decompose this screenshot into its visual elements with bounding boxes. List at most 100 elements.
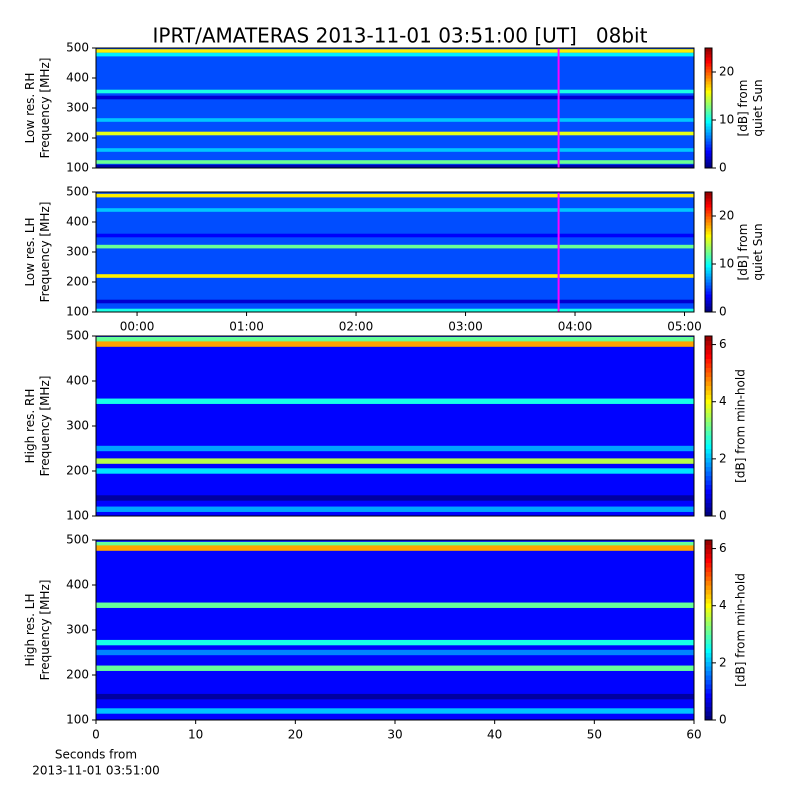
y-tick-label: 500 xyxy=(66,329,89,343)
x-tick-label: 20 xyxy=(288,728,303,742)
heatmap-band xyxy=(96,336,694,343)
colorbar-segment xyxy=(705,54,712,58)
colorbar-segment xyxy=(705,603,712,608)
heatmap-band xyxy=(96,341,694,347)
colorbar-segment xyxy=(705,498,712,503)
colorbar-segment xyxy=(705,706,712,712)
colorbar-segment xyxy=(705,102,712,106)
colorbar-segment xyxy=(705,291,712,295)
colorbar-segment xyxy=(705,417,712,422)
colorbar-segment xyxy=(705,394,712,400)
colorbar-segment xyxy=(705,648,712,653)
heatmap-band xyxy=(96,89,694,94)
colorbar-segment xyxy=(705,204,712,208)
x-axis-label: 2013-11-01 03:51:00 xyxy=(32,764,159,778)
colorbar-segment xyxy=(705,111,712,115)
colorbar-segment xyxy=(705,255,712,259)
colorbar-segment xyxy=(705,666,712,671)
colorbar-segment xyxy=(705,607,712,613)
colorbar-segment xyxy=(705,195,712,199)
colorbar-segment xyxy=(705,285,712,289)
heatmap-background xyxy=(96,336,694,516)
heatmap-band xyxy=(96,148,694,152)
colorbar-segment xyxy=(705,129,712,133)
colorbar-segment xyxy=(705,466,712,472)
colorbar-segment xyxy=(705,670,712,676)
colorbar-segment xyxy=(705,228,712,232)
colorbar-tick-label: 6 xyxy=(719,541,727,555)
y-tick-label: 200 xyxy=(66,275,89,289)
colorbar-tick-label: 4 xyxy=(719,598,727,612)
colorbar-segment xyxy=(705,63,712,67)
colorbar-frame xyxy=(704,47,713,169)
colorbar-segment xyxy=(705,234,712,238)
colorbar-segment xyxy=(705,511,712,517)
heatmap-band xyxy=(96,458,694,464)
colorbar-segment xyxy=(705,426,712,431)
heatmap-band xyxy=(96,665,694,671)
colorbar-segment xyxy=(705,309,712,313)
colorbar-segment xyxy=(705,219,712,223)
y-axis-label: High res. RH xyxy=(23,389,37,464)
colorbar-segment xyxy=(705,598,712,604)
colorbar-segment xyxy=(705,643,712,649)
colorbar-segment xyxy=(705,162,712,166)
y-tick-label: 200 xyxy=(66,464,89,478)
heatmap-band xyxy=(96,164,694,169)
heatmap-band xyxy=(96,639,694,646)
colorbar-segment xyxy=(705,201,712,205)
colorbar-tick-label: 20 xyxy=(719,65,734,79)
heatmap-band xyxy=(96,208,694,212)
chart-title: IPRT/AMATERAS 2013-11-01 03:51:00 [UT] 0… xyxy=(153,24,648,48)
colorbar-segment xyxy=(705,354,712,359)
colorbar-segment xyxy=(705,475,712,481)
colorbar-segment xyxy=(705,90,712,94)
colorbar-label: [dB] from min-hold xyxy=(734,369,748,483)
colorbar-segment xyxy=(705,207,712,211)
colorbar-segment xyxy=(705,231,712,235)
heatmap-band xyxy=(96,118,694,122)
colorbar-segment xyxy=(705,558,712,563)
colorbar-segment xyxy=(705,240,712,244)
colorbar-segment xyxy=(705,480,712,485)
colorbar-segment xyxy=(705,421,712,427)
colorbar-segment xyxy=(705,661,712,667)
colorbar-segment xyxy=(705,693,712,698)
heatmap-band xyxy=(96,468,694,474)
colorbar-segment xyxy=(705,258,712,262)
colorbar-segment xyxy=(705,390,712,395)
colorbar-label: quiet Sun xyxy=(751,223,765,280)
y-tick-label: 300 xyxy=(66,101,89,115)
colorbar-segment xyxy=(705,150,712,154)
colorbar-segment xyxy=(705,444,712,449)
colorbar-segment xyxy=(705,457,712,463)
colorbar-segment xyxy=(705,507,712,512)
colorbar-segment xyxy=(705,697,712,703)
colorbar-segment xyxy=(705,435,712,440)
colorbar-segment xyxy=(705,306,712,310)
y-tick-label: 500 xyxy=(66,41,89,55)
colorbar-segment xyxy=(705,412,712,418)
x-tick-label: 30 xyxy=(387,728,402,742)
colorbar-segment xyxy=(705,381,712,386)
x-tick-label: 40 xyxy=(487,728,502,742)
colorbar-segment xyxy=(705,153,712,157)
colorbar-segment xyxy=(705,571,712,577)
colorbar-segment xyxy=(705,439,712,445)
colorbar-segment xyxy=(705,156,712,160)
y-tick-label: 200 xyxy=(66,131,89,145)
y-tick-label: 100 xyxy=(66,509,89,523)
colorbar-segment xyxy=(705,634,712,640)
colorbar-segment xyxy=(705,96,712,100)
colorbar-segment xyxy=(705,120,712,124)
colorbar-label: [dB] from xyxy=(736,80,750,137)
colorbar-segment xyxy=(705,279,712,283)
y-tick-label: 400 xyxy=(66,215,89,229)
colorbar-tick-label: 2 xyxy=(719,451,727,465)
colorbar-segment xyxy=(705,57,712,61)
colorbar-segment xyxy=(705,108,712,112)
colorbar-segment xyxy=(705,270,712,274)
colorbar-segment xyxy=(705,702,712,707)
colorbar-tick-label: 4 xyxy=(719,394,727,408)
